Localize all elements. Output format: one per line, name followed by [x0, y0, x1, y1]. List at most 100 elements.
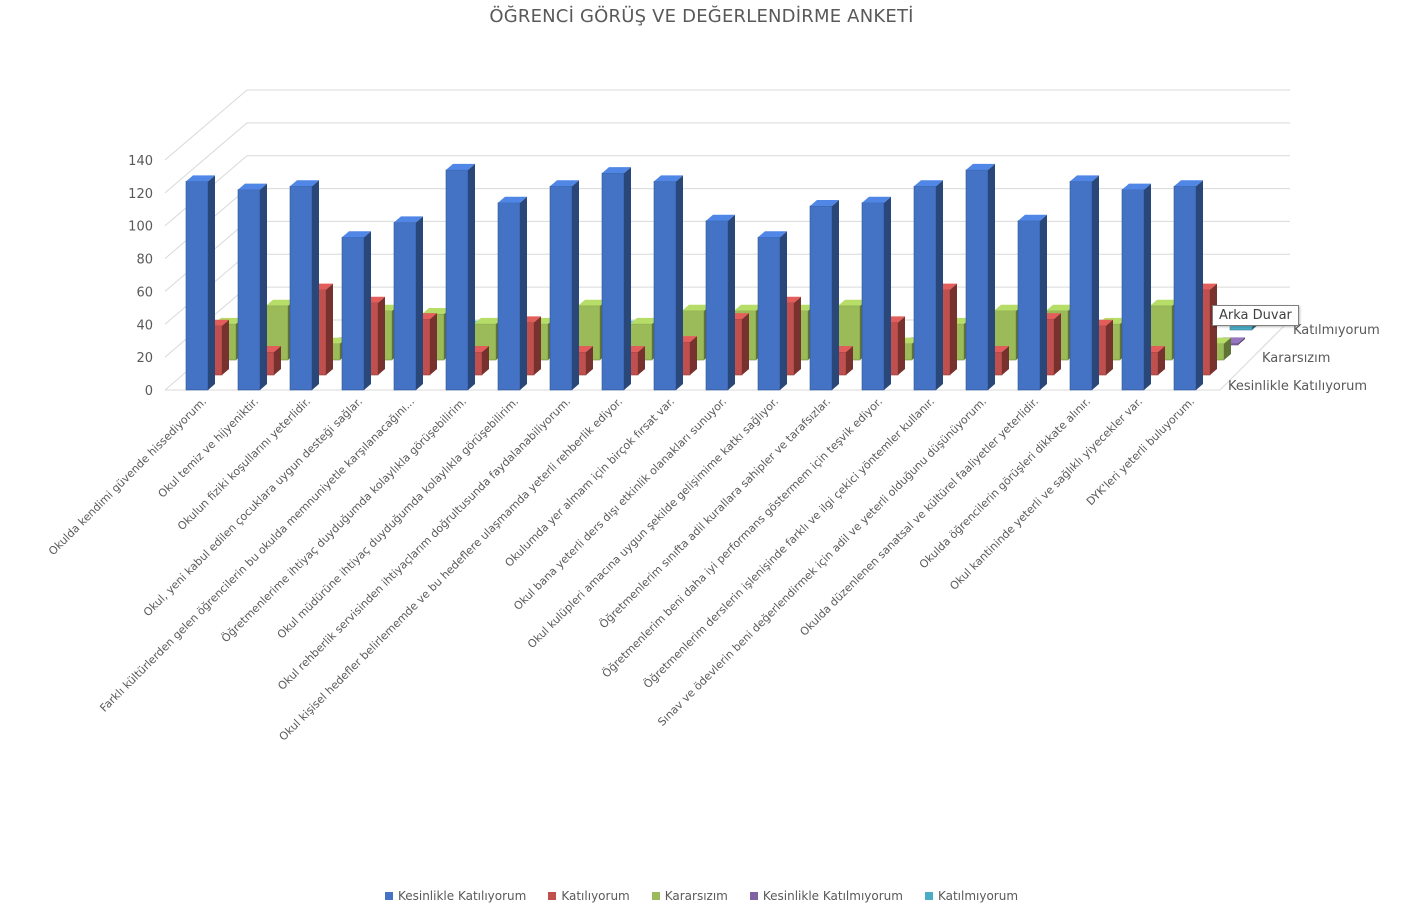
bar-side — [482, 346, 489, 375]
bar-top — [498, 196, 527, 203]
bar-side — [988, 163, 995, 390]
bar-front — [757, 236, 781, 391]
bar-side — [312, 180, 319, 390]
chart-title: ÖĞRENCİ GÖRÜŞ VE DEĞERLENDİRME ANKETİ — [489, 6, 914, 27]
y-tick-label: 80 — [136, 253, 153, 268]
bar-front — [549, 185, 573, 391]
bar-kesinlikle-katılıyorum — [601, 167, 631, 391]
bar-front — [1173, 185, 1197, 391]
bar-kesinlikle-katılıyorum — [1017, 214, 1047, 391]
bar-side — [1196, 180, 1203, 390]
bar-side — [378, 296, 385, 375]
bars — [185, 163, 1259, 391]
bar-side — [832, 200, 839, 390]
y-tick-label: 40 — [136, 318, 153, 333]
depth-axis-label: Kesinlikle Katılıyorum — [1228, 379, 1367, 394]
bar-side — [326, 283, 333, 375]
legend-item: Kesinlikle Katılıyorum — [384, 889, 526, 903]
bar-kesinlikle-katılıyorum — [861, 196, 891, 391]
chart-legend: Kesinlikle Katılıyorum Katılıyorum Kararsı… — [0, 889, 1403, 903]
bar-top — [342, 231, 371, 238]
bar-kesinlikle-katılıyorum — [185, 175, 215, 391]
bar-side — [1158, 346, 1165, 375]
bar-top — [1174, 180, 1203, 187]
bar-front — [1121, 189, 1145, 391]
x-tick-label: Sınav ve ödevlerin beni değerlendirmek i… — [655, 395, 989, 729]
bar-top — [734, 304, 763, 311]
bar-side — [1210, 283, 1217, 375]
bar-side — [274, 346, 281, 375]
bar-kesinlikle-katılıyorum — [393, 216, 423, 391]
bar-side — [1238, 337, 1245, 345]
bar-side — [586, 346, 593, 375]
bar-front — [653, 181, 677, 391]
bar-top — [966, 163, 995, 170]
bar-top — [186, 175, 215, 182]
bar-kesinlikle-katılıyorum — [965, 163, 995, 391]
bar-top — [1018, 214, 1047, 221]
bar-side — [222, 319, 229, 375]
bar-kesinlikle-katılıyorum — [913, 180, 943, 391]
x-tick-label: Okul temiz ve hijyeniktir. — [156, 395, 262, 501]
bar-top — [838, 299, 867, 306]
bar-kesinlikle-katılıyorum — [809, 200, 839, 391]
bar-kesinlikle-katılıyorum — [653, 175, 683, 391]
bar-top — [446, 163, 475, 170]
bar-side — [1224, 337, 1231, 360]
bar-top — [422, 308, 451, 314]
bar-front — [1069, 181, 1093, 391]
bar-side — [1092, 175, 1099, 390]
legend-swatch — [749, 892, 758, 900]
legend-swatch — [651, 892, 660, 900]
bar-top — [474, 317, 503, 324]
bar-side — [676, 175, 683, 390]
bar-front — [601, 172, 625, 391]
bar-side — [780, 231, 787, 390]
y-tick-label: 100 — [128, 220, 153, 235]
y-tick-label: 120 — [128, 187, 153, 202]
bar-top — [810, 200, 839, 206]
legend-swatch — [384, 892, 393, 900]
bar-kesinlikle-katılıyorum — [1069, 175, 1099, 391]
bar-side — [950, 283, 957, 375]
bar-side — [520, 196, 527, 390]
x-tick-label: Okul kantininde yeterli ve sağlıklı yiye… — [947, 395, 1145, 593]
x-tick-label: Öğretmenlerime ihtiyaç duyduğumda kolayl… — [219, 395, 469, 645]
bar-side — [1144, 183, 1151, 390]
bar-top — [578, 299, 607, 306]
legend-item: Kararsızım — [651, 889, 728, 903]
bar-front — [965, 169, 989, 391]
bar-top — [238, 183, 267, 190]
bar-side — [1002, 346, 1009, 375]
bar-side — [638, 346, 645, 375]
bar-top — [1150, 299, 1179, 306]
legend-label: Katılmıyorum — [937, 889, 1019, 903]
bar-top — [654, 175, 683, 182]
bar-front — [445, 169, 469, 391]
bar-kesinlikle-katılıyorum — [445, 163, 475, 391]
bar-top — [914, 180, 943, 187]
bar-top — [266, 299, 295, 306]
bar-side — [534, 316, 541, 375]
bar-side — [884, 196, 891, 390]
legend-item: Katılıyorum — [548, 889, 630, 903]
bar-side — [208, 175, 215, 390]
legend-item: Kesinlikle Katılmıyorum — [749, 889, 903, 903]
y-tick-label: 20 — [136, 351, 153, 366]
x-tick-label: DYK'leri yeterli buluyorum. — [1084, 395, 1197, 508]
bar-top — [994, 304, 1023, 311]
bar-top — [682, 304, 711, 311]
y-tick-label: 140 — [128, 154, 153, 169]
bar-kesinlikle-katılıyorum — [1173, 180, 1203, 391]
bar-side — [416, 216, 423, 390]
bar-side — [936, 180, 943, 390]
bar-side — [624, 167, 631, 390]
depth-axis-label: Katılmıyorum — [1293, 323, 1380, 338]
bar-kesinlikle-katılıyorum — [237, 183, 267, 391]
bar-side — [898, 316, 905, 375]
legend-swatch — [924, 892, 933, 900]
bar-top — [706, 214, 735, 221]
y-tick-label: 60 — [136, 285, 153, 300]
bar-front — [1017, 220, 1041, 391]
bar-kesinlikle-katılıyorum — [549, 180, 579, 391]
